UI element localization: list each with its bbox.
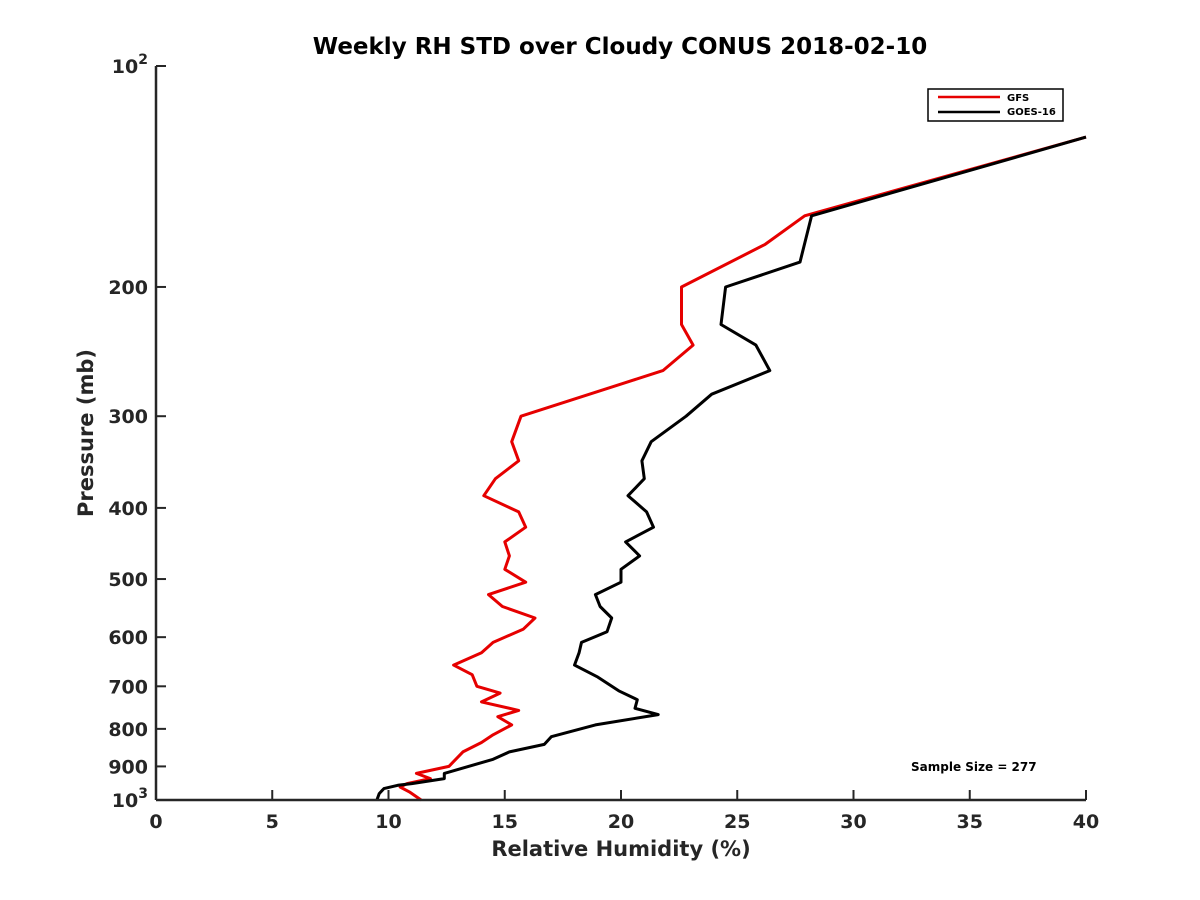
x-tick-label: 30 — [840, 811, 866, 833]
y-tick-label: 400 — [108, 498, 148, 520]
legend-label-gfs: GFS — [1007, 93, 1029, 104]
y-tick-label: 200 — [108, 277, 148, 299]
legend-label-goes-16: GOES-16 — [1007, 107, 1056, 118]
y-tick-label: 800 — [108, 719, 148, 741]
sample-size-annotation: Sample Size = 277 — [911, 760, 1037, 774]
y-tick-label: 500 — [108, 569, 148, 591]
x-tick-label: 0 — [149, 811, 162, 833]
series-layer — [375, 135, 1087, 802]
x-axis-title: Relative Humidity (%) — [491, 837, 750, 861]
series-line-gfs — [398, 135, 1087, 802]
y-tick-label: 102 — [112, 52, 148, 78]
y-tick-label: 600 — [108, 627, 148, 649]
x-tick-label: 15 — [492, 811, 518, 833]
y-ticks: 102 200 300 400 500 600 700 800 900 103 — [108, 52, 166, 812]
legend-box — [927, 88, 1064, 122]
chart-title: Weekly RH STD over Cloudy CONUS 2018-02-… — [313, 34, 927, 60]
x-tick-label: 35 — [957, 811, 983, 833]
y-tick-label: 700 — [108, 676, 148, 698]
x-tick-label: 10 — [375, 811, 401, 833]
x-ticks: 0 5 10 15 20 25 30 35 40 — [149, 790, 1099, 833]
x-tick-label: 20 — [608, 811, 634, 833]
y-axis-title: Pressure (mb) — [74, 349, 98, 517]
y-tick-label: 103 — [112, 786, 148, 812]
x-tick-label: 5 — [266, 811, 279, 833]
series-line-goes-16 — [375, 135, 1087, 801]
x-tick-label: 25 — [724, 811, 750, 833]
legend: GFS GOES-16 — [927, 88, 1064, 122]
y-tick-label: 300 — [108, 406, 148, 428]
y-tick-label: 900 — [108, 756, 148, 778]
x-tick-label: 40 — [1073, 811, 1099, 833]
